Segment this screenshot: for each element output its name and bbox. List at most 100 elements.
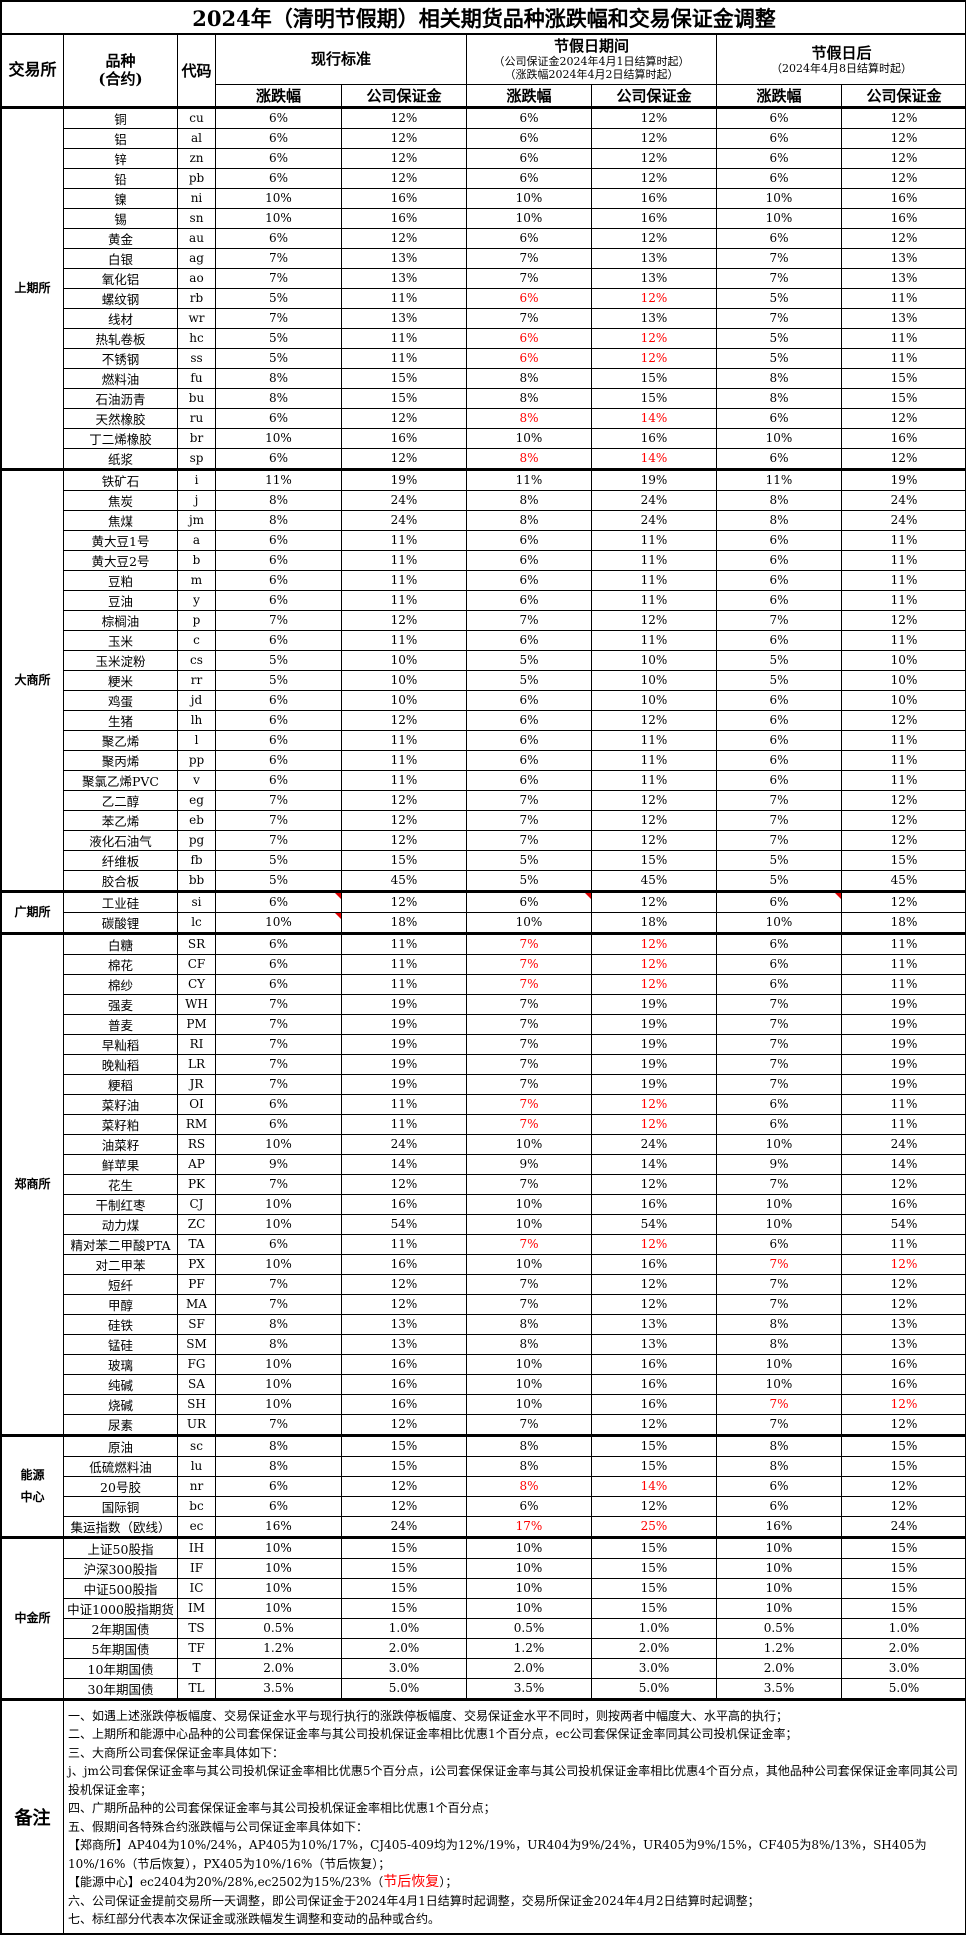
- after-limit-value: 7%: [769, 1057, 788, 1071]
- current-margin-cell: 24%: [342, 510, 467, 530]
- after-limit-value: 5%: [769, 653, 788, 667]
- variety-name-value: 黄金: [108, 232, 133, 247]
- current-limit-value: 8%: [269, 1459, 288, 1473]
- code-value: FG: [188, 1357, 206, 1371]
- code-cell: pb: [178, 168, 216, 188]
- current-margin-cell: 24%: [342, 490, 467, 510]
- after-limit-value: 6%: [769, 773, 788, 787]
- holiday-limit-cell: 6%: [467, 710, 592, 730]
- after-margin-cell: 15%: [842, 850, 966, 870]
- after-limit-cell: 6%: [717, 690, 842, 710]
- current-margin-cell: 15%: [342, 368, 467, 388]
- code-cell: UR: [178, 1414, 216, 1435]
- code-cell: eg: [178, 790, 216, 810]
- holiday-limit-cell: 3.5%: [467, 1678, 592, 1699]
- holiday-limit-cell: 7%: [467, 974, 592, 994]
- current-limit-value: 8%: [269, 371, 288, 385]
- variety-name-cell: 焦煤: [64, 510, 178, 530]
- current-limit-cell: 5%: [216, 850, 342, 870]
- current-margin-cell: 11%: [342, 954, 467, 974]
- after-margin-cell: 19%: [842, 1054, 966, 1074]
- comment-marker-icon[interactable]: [335, 913, 341, 919]
- after-margin-cell: 45%: [842, 870, 966, 891]
- variety-name-value: 强麦: [108, 998, 133, 1013]
- current-limit-cell: 1.2%: [216, 1638, 342, 1658]
- code-cell: IH: [178, 1537, 216, 1558]
- code-value: CJ: [190, 1197, 204, 1211]
- after-limit-cell: 7%: [717, 1274, 842, 1294]
- variety-name-value: 硅铁: [108, 1318, 133, 1333]
- after-limit-cell: 6%: [717, 550, 842, 570]
- current-margin-value: 16%: [391, 1377, 418, 1391]
- current-limit-cell: 6%: [216, 168, 342, 188]
- after-limit-value: 6%: [769, 937, 788, 951]
- variety-name-cell: 沪深300股指: [64, 1558, 178, 1578]
- comment-marker-icon[interactable]: [835, 893, 841, 899]
- code-value: IM: [188, 1601, 205, 1615]
- code-cell: lc: [178, 912, 216, 933]
- current-limit-cell: 5%: [216, 670, 342, 690]
- current-margin-cell: 11%: [342, 328, 467, 348]
- variety-name-cell: 铁矿石: [64, 469, 178, 490]
- code-cell: hc: [178, 328, 216, 348]
- current-limit-value: 6%: [269, 713, 288, 727]
- header-holiday-margin: 公司保证金: [592, 84, 717, 107]
- variety-name-cell: 棕榈油: [64, 610, 178, 630]
- holiday-margin-value: 12%: [641, 1499, 668, 1513]
- after-limit-cell: 8%: [717, 1435, 842, 1456]
- code-value: eg: [189, 793, 204, 807]
- code-value: au: [189, 231, 204, 245]
- holiday-margin-cell: 12%: [592, 891, 717, 912]
- comment-marker-icon[interactable]: [585, 893, 591, 899]
- code-cell: CJ: [178, 1194, 216, 1214]
- current-margin-cell: 13%: [342, 268, 467, 288]
- current-limit-value: 7%: [269, 1017, 288, 1031]
- holiday-margin-value: 13%: [641, 311, 668, 325]
- after-limit-value: 6%: [769, 1097, 788, 1111]
- header-holiday-title: 节假日期间: [467, 37, 716, 55]
- code-cell: PX: [178, 1254, 216, 1274]
- variety-name-value: 苯乙烯: [102, 814, 140, 829]
- holiday-margin-value: 12%: [641, 1237, 668, 1251]
- holiday-margin-value: 12%: [641, 895, 668, 909]
- current-limit-cell: 7%: [216, 308, 342, 328]
- variety-name-value: 沪深300股指: [84, 1562, 158, 1577]
- holiday-margin-value: 1.0%: [639, 1621, 670, 1635]
- current-margin-value: 13%: [391, 1317, 418, 1331]
- after-margin-cell: 12%: [842, 448, 966, 469]
- current-margin-value: 16%: [391, 1357, 418, 1371]
- current-margin-cell: 16%: [342, 1354, 467, 1374]
- holiday-limit-value: 7%: [519, 1077, 538, 1091]
- variety-name-value: 纯碱: [108, 1378, 133, 1393]
- after-limit-cell: 6%: [717, 530, 842, 550]
- holiday-limit-value: 6%: [519, 1499, 538, 1513]
- current-limit-cell: 16%: [216, 1516, 342, 1537]
- holiday-margin-value: 16%: [641, 211, 668, 225]
- holiday-margin-cell: 13%: [592, 248, 717, 268]
- after-margin-cell: 12%: [842, 1274, 966, 1294]
- current-margin-value: 16%: [391, 1257, 418, 1271]
- header-after-title: 节假日后: [717, 44, 966, 62]
- holiday-margin-value: 14%: [641, 1157, 668, 1171]
- current-limit-value: 10%: [265, 1561, 292, 1575]
- variety-name-cell: 镍: [64, 188, 178, 208]
- comment-marker-icon[interactable]: [335, 893, 341, 899]
- holiday-margin-cell: 19%: [592, 469, 717, 490]
- variety-name-value: 碳酸锂: [102, 916, 140, 931]
- holiday-margin-cell: 12%: [592, 1174, 717, 1194]
- variety-name-cell: 玻璃: [64, 1354, 178, 1374]
- code-cell: ss: [178, 348, 216, 368]
- variety-name-cell: 原油: [64, 1435, 178, 1456]
- variety-name-value: 粳米: [108, 674, 133, 689]
- holiday-margin-cell: 12%: [592, 1414, 717, 1435]
- after-margin-cell: 15%: [842, 388, 966, 408]
- code-cell: ao: [178, 268, 216, 288]
- header-after: 节假日后 （2024年4月8日结算时起）: [717, 34, 966, 84]
- after-margin-cell: 15%: [842, 1435, 966, 1456]
- holiday-margin-value: 11%: [641, 633, 668, 647]
- holiday-limit-cell: 7%: [467, 248, 592, 268]
